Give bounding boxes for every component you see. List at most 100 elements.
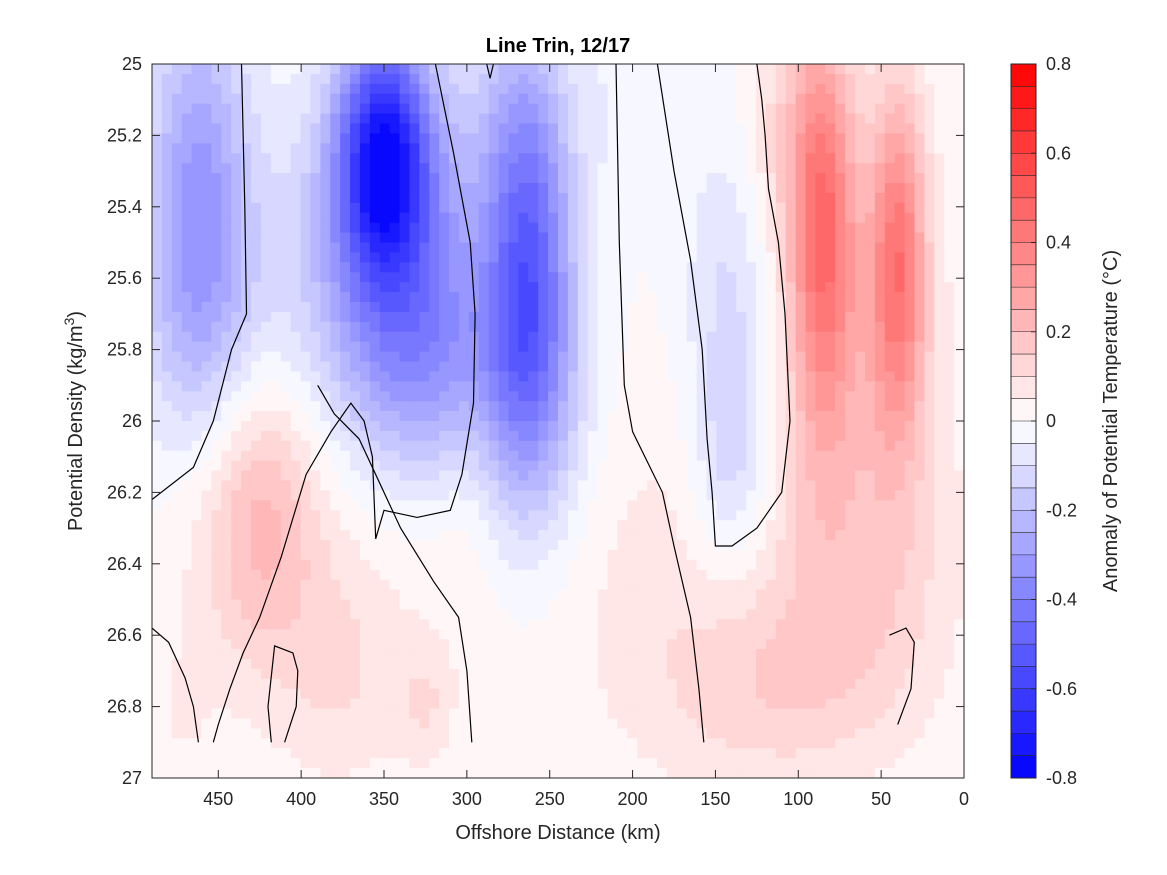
heatmap-cell (251, 351, 262, 363)
heatmap-cell (914, 589, 925, 601)
heatmap-cell (241, 311, 252, 323)
heatmap-cell (468, 520, 480, 531)
heatmap-cell (241, 242, 252, 254)
heatmap-cell (270, 421, 282, 432)
heatmap-cell (706, 470, 718, 482)
heatmap-cell (538, 331, 549, 343)
heatmap-cell (805, 143, 817, 154)
heatmap-cell (359, 440, 371, 452)
heatmap-cell (320, 143, 331, 154)
heatmap-cell (369, 381, 381, 392)
heatmap-cell (666, 73, 678, 85)
heatmap-cell (864, 579, 876, 591)
heatmap-cell (874, 212, 886, 224)
heatmap-cell (221, 222, 232, 234)
heatmap-cell (845, 599, 856, 611)
heatmap-cell (954, 173, 964, 184)
heatmap-cell (478, 173, 490, 184)
heatmap-cell (597, 232, 609, 244)
heatmap-cell (756, 242, 767, 254)
heatmap-cell (637, 143, 648, 154)
heatmap-cell (607, 371, 619, 382)
heatmap-cell (379, 331, 391, 343)
heatmap-cell (221, 401, 232, 412)
heatmap-cell (211, 153, 222, 164)
heatmap-cell (201, 520, 213, 531)
heatmap-cell (666, 93, 678, 105)
heatmap-cell (488, 153, 500, 164)
heatmap-cell (468, 510, 480, 521)
heatmap-cell (399, 450, 411, 462)
heatmap-cell (894, 639, 906, 650)
heatmap-cell (627, 381, 638, 392)
heatmap-cell (934, 619, 945, 630)
heatmap-cell (201, 589, 213, 601)
heatmap-cell (201, 143, 213, 154)
heatmap-cell (161, 202, 173, 214)
heatmap-cell (954, 232, 964, 244)
heatmap-cell (458, 530, 470, 541)
heatmap-cell (627, 192, 638, 204)
heatmap-cell (231, 272, 242, 283)
heatmap-cell (894, 569, 906, 581)
heatmap-cell (775, 391, 787, 402)
heatmap-cell (944, 192, 955, 204)
heatmap-cell (924, 153, 935, 164)
heatmap-cell (765, 629, 777, 640)
heatmap-cell (211, 64, 222, 75)
heatmap-cell (954, 83, 964, 95)
heatmap-cell (439, 113, 450, 125)
heatmap-cell (300, 569, 312, 581)
heatmap-cell (310, 103, 321, 115)
heatmap-cell (864, 282, 876, 293)
heatmap-cell (468, 450, 480, 462)
heatmap-cell (528, 450, 539, 462)
heatmap-cell (726, 530, 737, 541)
heatmap-cell (290, 262, 302, 273)
heatmap-cell (657, 64, 668, 75)
heatmap-cell (894, 460, 906, 472)
heatmap-cell (181, 649, 193, 660)
heatmap-cell (439, 579, 450, 591)
heatmap-cell (359, 143, 371, 154)
heatmap-cell (558, 440, 569, 452)
heatmap-cell (439, 93, 450, 105)
heatmap-cell (934, 599, 945, 611)
heatmap-cell (785, 470, 797, 482)
heatmap-cell (944, 381, 955, 392)
heatmap-cell (350, 540, 361, 551)
heatmap-cell (498, 103, 510, 115)
heatmap-cell (934, 381, 945, 392)
heatmap-cell (152, 480, 163, 492)
heatmap-cell (676, 83, 688, 95)
heatmap-cell (855, 341, 866, 353)
heatmap-cell (558, 311, 569, 323)
heatmap-cell (924, 262, 935, 273)
heatmap-cell (409, 421, 420, 432)
heatmap-cell (567, 510, 579, 521)
heatmap-cell (558, 341, 569, 353)
heatmap-cell (567, 540, 579, 551)
heatmap-cell (468, 123, 480, 135)
heatmap-cell (864, 500, 876, 511)
heatmap-cell (954, 530, 964, 541)
heatmap-cell (191, 153, 203, 164)
heatmap-cell (567, 460, 579, 472)
heatmap-cell (686, 659, 698, 670)
heatmap-cell (191, 341, 203, 353)
heatmap-cell (518, 569, 529, 581)
heatmap-cell (914, 500, 925, 511)
heatmap-cell (845, 173, 856, 184)
heatmap-cell (716, 450, 727, 462)
heatmap-cell (498, 411, 510, 422)
heatmap-cell (478, 411, 490, 422)
heatmap-cell (934, 430, 945, 442)
heatmap-cell (399, 421, 411, 432)
heatmap-cell (191, 609, 203, 620)
heatmap-cell (676, 64, 688, 75)
heatmap-cell (231, 500, 242, 511)
heatmap-cell (706, 559, 718, 571)
heatmap-cell (864, 401, 876, 412)
heatmap-cell (171, 262, 183, 273)
heatmap-cell (716, 133, 727, 144)
